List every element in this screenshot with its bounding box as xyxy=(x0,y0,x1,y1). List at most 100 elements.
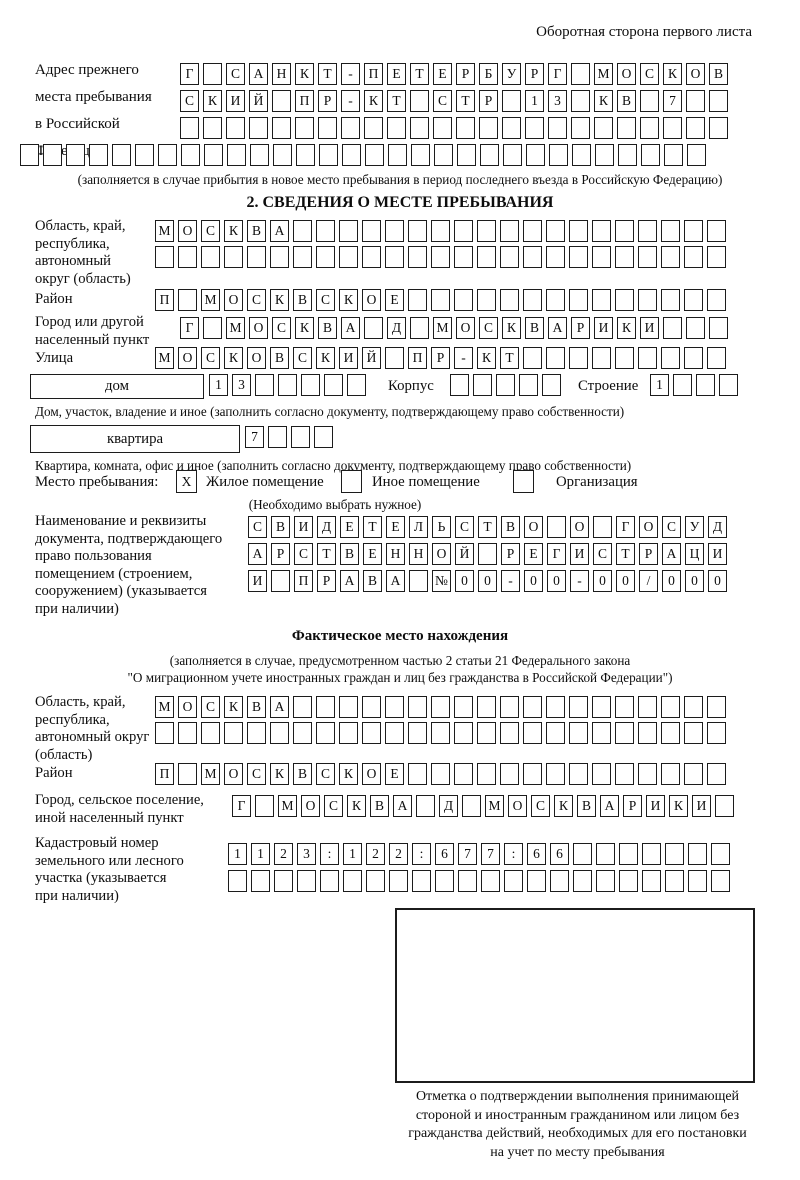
char-box[interactable]: К xyxy=(339,289,358,311)
char-box[interactable] xyxy=(250,144,269,166)
char-box[interactable] xyxy=(546,220,565,242)
char-box[interactable]: 2 xyxy=(274,843,293,865)
char-box[interactable]: С xyxy=(226,63,245,85)
char-box[interactable]: / xyxy=(639,570,658,592)
char-box[interactable] xyxy=(569,763,588,785)
char-box[interactable] xyxy=(638,289,657,311)
char-box[interactable]: С xyxy=(640,63,659,85)
char-box[interactable] xyxy=(385,246,404,268)
char-box[interactable] xyxy=(272,90,291,112)
char-box[interactable] xyxy=(661,220,680,242)
char-box[interactable] xyxy=(661,289,680,311)
char-box[interactable] xyxy=(293,722,312,744)
char-box[interactable] xyxy=(500,763,519,785)
char-box[interactable]: М xyxy=(155,696,174,718)
char-box[interactable] xyxy=(592,696,611,718)
char-box[interactable] xyxy=(433,117,452,139)
char-box[interactable] xyxy=(688,843,707,865)
char-box[interactable] xyxy=(454,220,473,242)
char-box[interactable]: С xyxy=(433,90,452,112)
char-box[interactable] xyxy=(408,246,427,268)
char-box[interactable]: 2 xyxy=(366,843,385,865)
char-box[interactable]: С xyxy=(247,289,266,311)
char-box[interactable]: 0 xyxy=(524,570,543,592)
char-box[interactable]: В xyxy=(293,763,312,785)
char-box[interactable] xyxy=(640,90,659,112)
char-box[interactable] xyxy=(480,144,499,166)
char-box[interactable] xyxy=(638,220,657,242)
char-box[interactable]: Р xyxy=(525,63,544,85)
char-box[interactable] xyxy=(595,144,614,166)
char-box[interactable] xyxy=(684,696,703,718)
char-box[interactable] xyxy=(343,870,362,892)
char-box[interactable] xyxy=(316,220,335,242)
char-box[interactable]: М xyxy=(201,763,220,785)
char-box[interactable] xyxy=(271,570,290,592)
char-box[interactable] xyxy=(571,90,590,112)
char-box[interactable]: : xyxy=(320,843,339,865)
char-box[interactable] xyxy=(273,144,292,166)
char-box[interactable]: 1 xyxy=(228,843,247,865)
char-box[interactable]: 7 xyxy=(663,90,682,112)
char-box[interactable]: О xyxy=(456,317,475,339)
char-box[interactable]: Г xyxy=(548,63,567,85)
char-box[interactable] xyxy=(251,870,270,892)
char-box[interactable] xyxy=(687,144,706,166)
char-box[interactable]: В xyxy=(501,516,520,538)
char-box[interactable]: Л xyxy=(409,516,428,538)
house-input-box[interactable]: дом xyxy=(30,374,204,399)
char-box[interactable]: Р xyxy=(271,543,290,565)
char-box[interactable]: С xyxy=(316,289,335,311)
char-box[interactable] xyxy=(270,246,289,268)
char-box[interactable]: Р xyxy=(571,317,590,339)
char-box[interactable]: С xyxy=(201,347,220,369)
char-box[interactable]: Б xyxy=(479,63,498,85)
char-box[interactable]: Р xyxy=(431,347,450,369)
char-box[interactable] xyxy=(364,317,383,339)
char-box[interactable]: 1 xyxy=(525,90,544,112)
char-box[interactable] xyxy=(362,220,381,242)
char-box[interactable] xyxy=(450,374,469,396)
char-box[interactable] xyxy=(477,722,496,744)
char-box[interactable]: 0 xyxy=(547,570,566,592)
char-box[interactable] xyxy=(89,144,108,166)
checkbox-residential[interactable]: X xyxy=(176,470,197,493)
char-box[interactable] xyxy=(339,220,358,242)
char-box[interactable]: Д xyxy=(387,317,406,339)
char-box[interactable]: Г xyxy=(180,317,199,339)
char-box[interactable]: О xyxy=(432,543,451,565)
char-box[interactable]: У xyxy=(685,516,704,538)
char-box[interactable] xyxy=(342,144,361,166)
char-box[interactable] xyxy=(408,289,427,311)
char-box[interactable] xyxy=(362,246,381,268)
char-box[interactable] xyxy=(592,347,611,369)
char-box[interactable]: 3 xyxy=(297,843,316,865)
char-box[interactable] xyxy=(365,144,384,166)
char-box[interactable] xyxy=(431,220,450,242)
char-box[interactable]: Т xyxy=(616,543,635,565)
char-box[interactable] xyxy=(293,246,312,268)
char-box[interactable] xyxy=(593,516,612,538)
char-box[interactable] xyxy=(316,696,335,718)
char-box[interactable] xyxy=(408,722,427,744)
char-box[interactable] xyxy=(665,870,684,892)
char-box[interactable] xyxy=(707,763,726,785)
char-box[interactable]: Н xyxy=(409,543,428,565)
char-box[interactable] xyxy=(715,795,734,817)
char-box[interactable] xyxy=(226,117,245,139)
char-box[interactable] xyxy=(641,144,660,166)
char-box[interactable] xyxy=(203,117,222,139)
char-box[interactable] xyxy=(496,374,515,396)
char-box[interactable] xyxy=(707,347,726,369)
char-box[interactable] xyxy=(592,763,611,785)
char-box[interactable] xyxy=(592,289,611,311)
char-box[interactable]: О xyxy=(301,795,320,817)
char-box[interactable]: А xyxy=(600,795,619,817)
char-box[interactable]: Е xyxy=(433,63,452,85)
char-box[interactable] xyxy=(549,144,568,166)
char-box[interactable]: М xyxy=(594,63,613,85)
char-box[interactable] xyxy=(431,722,450,744)
char-box[interactable]: № xyxy=(432,570,451,592)
char-box[interactable]: И xyxy=(708,543,727,565)
char-box[interactable] xyxy=(203,317,222,339)
